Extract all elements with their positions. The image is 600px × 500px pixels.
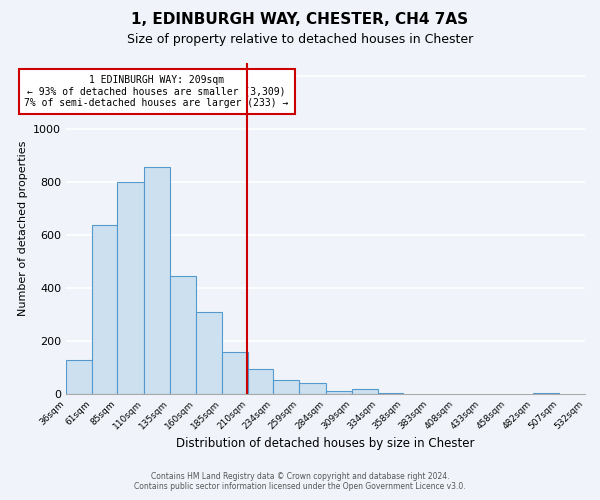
Bar xyxy=(222,352,248,395)
Text: Size of property relative to detached houses in Chester: Size of property relative to detached ho… xyxy=(127,32,473,46)
Bar xyxy=(196,312,222,394)
Text: 1 EDINBURGH WAY: 209sqm
← 93% of detached houses are smaller (3,309)
7% of semi-: 1 EDINBURGH WAY: 209sqm ← 93% of detache… xyxy=(25,75,289,108)
Bar xyxy=(248,370,273,394)
Y-axis label: Number of detached properties: Number of detached properties xyxy=(17,141,28,316)
Bar xyxy=(326,390,352,394)
Bar xyxy=(170,276,196,394)
Bar xyxy=(352,389,378,394)
X-axis label: Distribution of detached houses by size in Chester: Distribution of detached houses by size … xyxy=(176,437,475,450)
Bar xyxy=(378,393,403,394)
Bar xyxy=(143,168,170,394)
Bar xyxy=(66,360,92,394)
Bar xyxy=(299,382,326,394)
Text: Contains HM Land Registry data © Crown copyright and database right 2024.
Contai: Contains HM Land Registry data © Crown c… xyxy=(134,472,466,491)
Bar xyxy=(533,393,559,394)
Bar xyxy=(273,380,299,394)
Bar xyxy=(118,182,143,394)
Text: 1, EDINBURGH WAY, CHESTER, CH4 7AS: 1, EDINBURGH WAY, CHESTER, CH4 7AS xyxy=(131,12,469,28)
Bar xyxy=(92,224,118,394)
